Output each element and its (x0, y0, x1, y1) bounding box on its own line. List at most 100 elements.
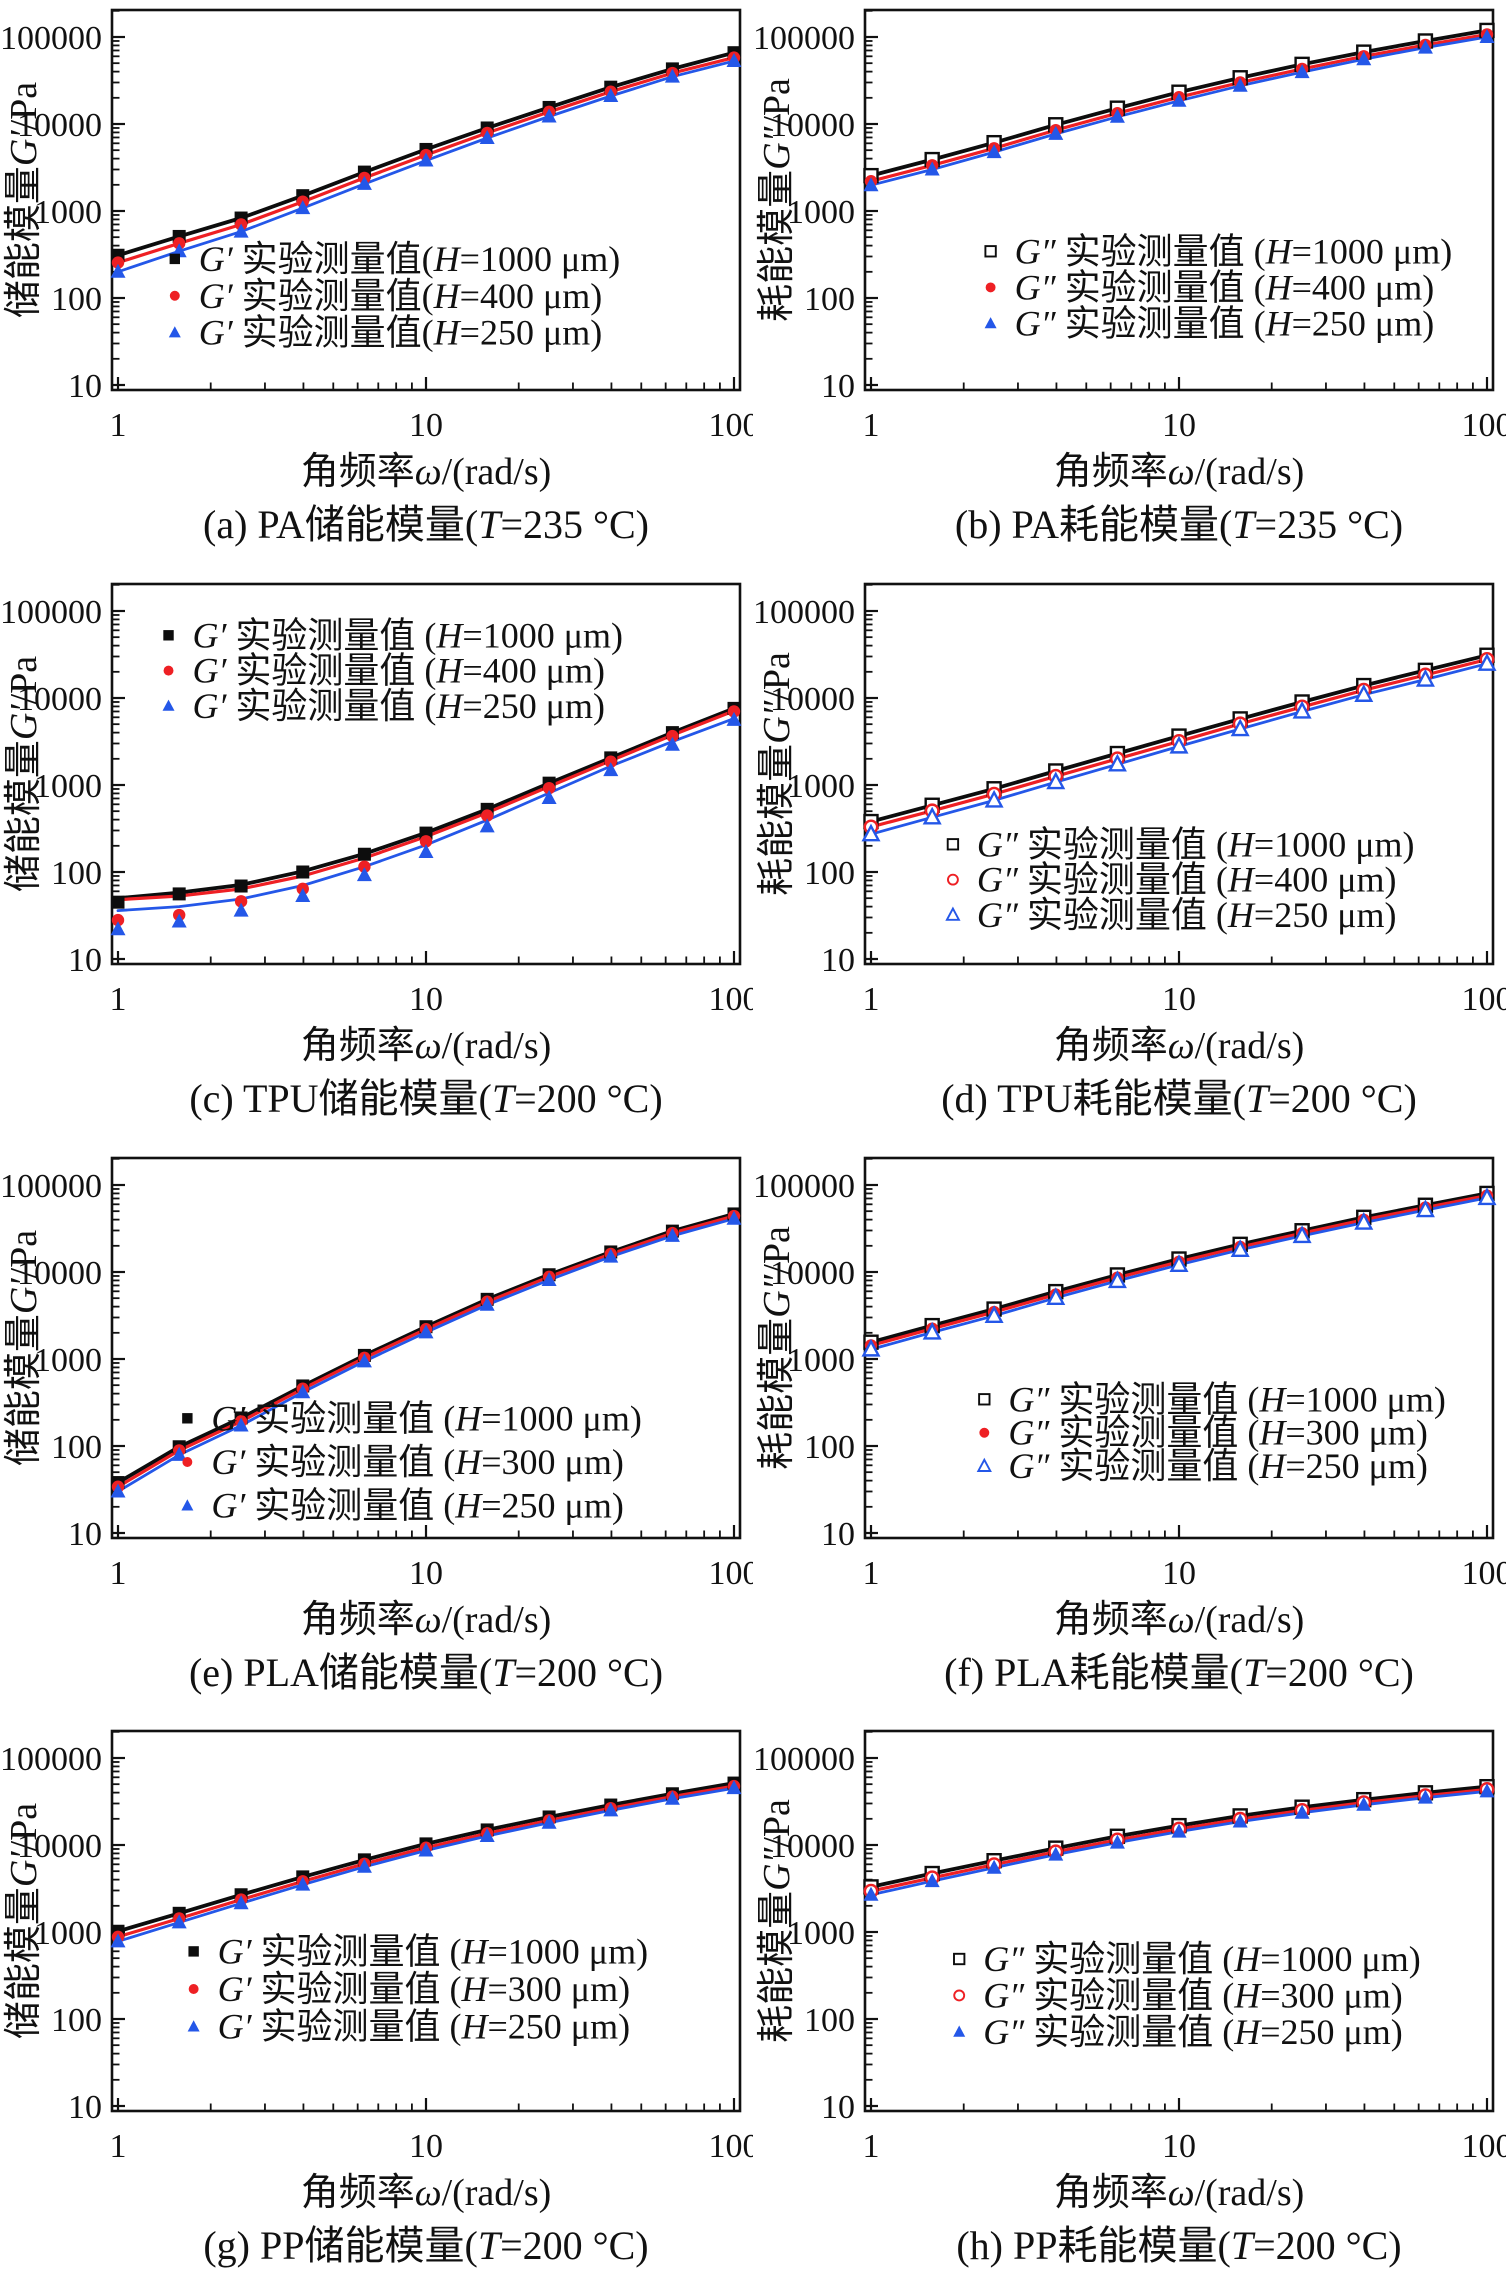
legend-label: G″ 实验测量值 (H=250 μm) (1015, 304, 1435, 344)
triangle-filled-marker (1109, 1834, 1125, 1849)
y-tick-label: 100000 (0, 1168, 102, 1205)
y-tick-label: 1000 (787, 1915, 855, 1952)
y-axis-label: 耗能模量G″/Pa (756, 78, 798, 322)
square-filled-marker (234, 879, 248, 893)
circle-open-marker (946, 873, 959, 886)
legend-label: G′ 实验测量值 (H=1000 μm) (218, 1932, 648, 1972)
triangle-open-marker (1046, 771, 1066, 790)
square-filled-marker (111, 895, 125, 909)
x-tick-label: 100 (709, 407, 754, 444)
y-tick-label: 10000 (17, 681, 102, 718)
triangle-filled-marker (171, 1914, 187, 1929)
y-tick-label: 100 (51, 281, 102, 318)
fit-lines (869, 28, 1489, 187)
circle-filled-marker (979, 1427, 990, 1438)
triangle-filled-marker (541, 1271, 557, 1286)
triangle-filled-marker (1479, 1783, 1495, 1798)
y-tick-label: 10 (68, 368, 102, 405)
triangle-open-marker (984, 1304, 1004, 1323)
legend: G′ 实验测量值 (H=1000 μm)G′ 实验测量值 (H=300 μm)G… (181, 1398, 642, 1525)
square-filled-marker (182, 1412, 193, 1423)
series-line-1 (116, 709, 736, 902)
square-open-marker (978, 1392, 991, 1405)
series-markers-2 (861, 1186, 1497, 1357)
circle-filled-marker (163, 665, 174, 676)
subplot-caption: (b) PA耗能模量(T=235 °C) (955, 502, 1403, 547)
x-axis-label: 角频率ω/(rad/s) (301, 451, 552, 493)
triangle-filled-marker (1417, 1789, 1433, 1804)
circle-filled-marker (182, 1456, 193, 1467)
legend: G″ 实验测量值 (H=1000 μm)G″ 实验测量值 (H=300 μm)G… (953, 1939, 1421, 2052)
triangle-filled-marker (924, 161, 940, 176)
y-tick-label: 100 (51, 2002, 102, 2039)
triangle-filled-marker (664, 1227, 680, 1242)
circle-filled-marker (542, 781, 556, 795)
square-filled-marker (188, 1946, 199, 1957)
y-tick-label: 100 (51, 855, 102, 892)
triangle-filled-marker (726, 1780, 742, 1795)
square-filled-marker (169, 253, 180, 265)
triangle-filled-marker (1048, 125, 1064, 140)
triangle-filled-marker (181, 1498, 194, 1510)
square-open-marker (953, 1953, 966, 1966)
legend: G″ 实验测量值 (H=1000 μm)G″ 实验测量值 (H=400 μm)G… (945, 824, 1415, 935)
x-tick-label: 10 (409, 981, 443, 1018)
subplot-h: 1 10 100 10 100 1000 10000 100000 G″ 实验测量值 (H=10… (753, 1721, 1506, 2295)
square-filled-marker (163, 629, 174, 641)
legend-label: G′ 实验测量值 (H=1000 μm) (193, 615, 623, 655)
triangle-open-marker (984, 789, 1004, 808)
triangle-filled-marker (603, 87, 619, 102)
triangle-filled-marker (1171, 92, 1187, 107)
subplot-e: 1 10 100 10 100 1000 10000 100000 G′ 实验测量值 (H=10… (0, 1148, 753, 1722)
triangle-filled-marker (418, 1842, 434, 1857)
triangle-filled-marker (863, 1887, 879, 1902)
triangle-filled-marker (986, 1859, 1002, 1874)
legend-label: G″ 实验测量值 (H=1000 μm) (983, 1939, 1421, 1979)
y-tick-label: 100 (804, 855, 855, 892)
y-tick-label: 10000 (17, 107, 102, 144)
legend-label: G′ 实验测量值(H=400 μm) (199, 276, 602, 316)
y-tick-label: 1000 (787, 194, 855, 231)
triangle-filled-marker (541, 1815, 557, 1830)
fit-lines (116, 1781, 736, 1944)
x-axis-label: 角频率ω/(rad/s) (1054, 451, 1305, 493)
series-markers-1 (111, 705, 741, 927)
subplot-a: 1 10 100 10 100 1000 10000 100000 G′ 实验测量值(H=100… (0, 0, 753, 574)
circle-filled-marker (604, 755, 617, 768)
triangle-filled-marker (356, 1352, 372, 1367)
series-line-2 (869, 1790, 1489, 1897)
triangle-filled-marker (162, 699, 175, 711)
y-tick-label: 100000 (753, 594, 855, 631)
circle-filled-marker (169, 290, 180, 301)
legend-label: G″ 实验测量值 (H=400 μm) (977, 859, 1397, 899)
fit-lines (116, 706, 736, 912)
series-markers-0 (111, 701, 741, 909)
square-open-marker (984, 245, 997, 258)
y-tick-label: 1000 (787, 1342, 855, 1379)
triangle-filled-marker (1232, 1813, 1248, 1828)
triangle-filled-marker (418, 1323, 434, 1338)
circle-filled-marker (234, 894, 248, 908)
x-tick-label: 1 (110, 981, 127, 1018)
triangle-filled-marker (541, 789, 557, 804)
x-axis-label: 角频率ω/(rad/s) (1054, 1025, 1305, 1067)
series-line-2 (869, 1196, 1489, 1351)
y-axis-label: 储能模量G′/Pa (3, 82, 45, 318)
triangle-open-marker (1477, 652, 1497, 671)
x-axis-label: 角频率ω/(rad/s) (301, 1025, 552, 1067)
y-tick-label: 10000 (17, 1828, 102, 1865)
legend-label: G″ 实验测量值 (H=400 μm) (1015, 267, 1435, 307)
y-tick-label: 100 (804, 281, 855, 318)
series-line-2 (116, 1787, 736, 1944)
triangle-open-marker (1354, 1211, 1374, 1230)
series-line-0 (116, 706, 736, 900)
triangle-filled-marker (1109, 108, 1125, 123)
subplot-d: 1 10 100 10 100 1000 10000 100000 G″ 实验测量值 (H=10… (753, 574, 1506, 1148)
x-tick-label: 10 (409, 1555, 443, 1592)
circle-filled-marker (111, 256, 125, 269)
y-axis-label: 储能模量G′/Pa (3, 655, 45, 891)
